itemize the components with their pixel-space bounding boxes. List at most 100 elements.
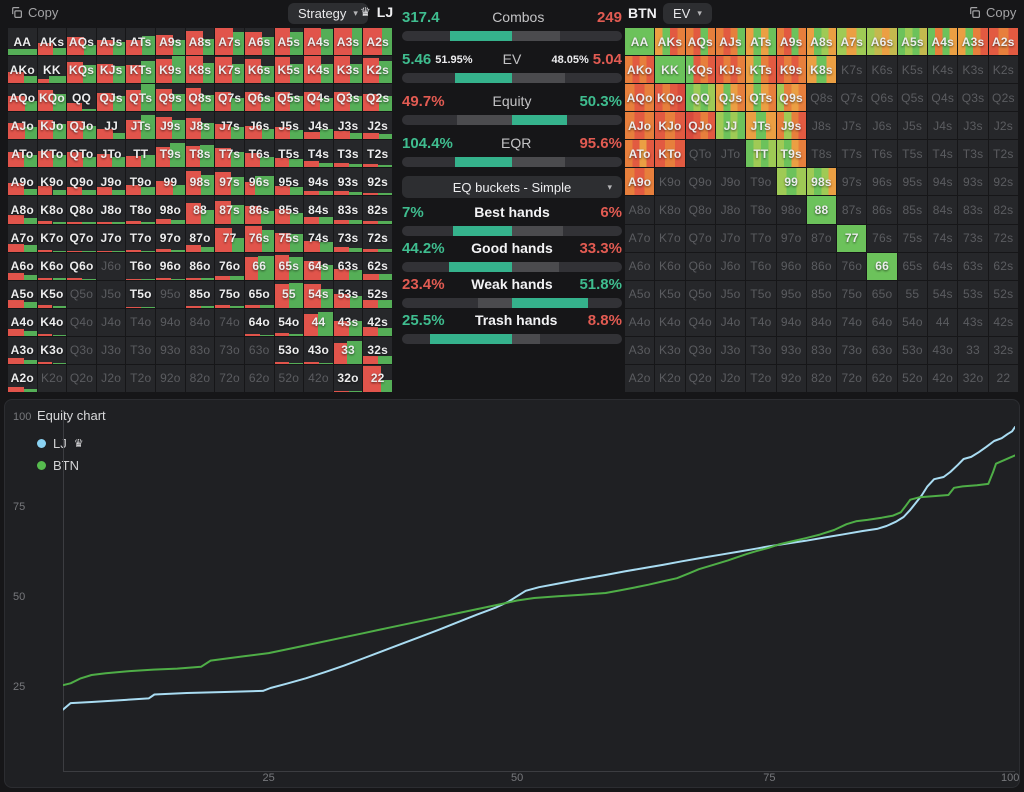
hand-cell-83s[interactable]: 83s bbox=[958, 196, 988, 224]
hand-cell-Q2s[interactable]: Q2s bbox=[363, 84, 392, 112]
hand-cell-K3o[interactable]: K3o bbox=[37, 336, 67, 364]
hand-cell-A7o[interactable]: A7o bbox=[8, 224, 37, 252]
hand-cell-T3o[interactable]: T3o bbox=[746, 336, 776, 364]
hand-cell-32o[interactable]: 32o bbox=[333, 364, 363, 392]
hand-cell-83s[interactable]: 83s bbox=[333, 196, 363, 224]
hand-cell-K8o[interactable]: K8o bbox=[37, 196, 67, 224]
hand-cell-42s[interactable]: 42s bbox=[988, 308, 1018, 336]
hand-cell-A3s[interactable]: A3s bbox=[958, 28, 988, 56]
hand-cell-A4o[interactable]: A4o bbox=[625, 308, 655, 336]
hand-cell-Q5o[interactable]: Q5o bbox=[685, 280, 715, 308]
hand-cell-A9o[interactable]: A9o bbox=[8, 168, 37, 196]
hand-cell-K6o[interactable]: K6o bbox=[655, 252, 685, 280]
hand-cell-A9s[interactable]: A9s bbox=[156, 28, 185, 56]
hand-cell-K9o[interactable]: K9o bbox=[37, 168, 67, 196]
hand-cell-43s[interactable]: 43s bbox=[958, 308, 988, 336]
hand-cell-92s[interactable]: 92s bbox=[363, 168, 392, 196]
copy-range-left-button[interactable]: Copy bbox=[10, 5, 58, 20]
hand-cell-Q9o[interactable]: Q9o bbox=[685, 168, 715, 196]
hand-cell-86o[interactable]: 86o bbox=[185, 252, 215, 280]
hand-cell-Q4o[interactable]: Q4o bbox=[685, 308, 715, 336]
hand-cell-97s[interactable]: 97s bbox=[837, 168, 867, 196]
hand-cell-J9s[interactable]: J9s bbox=[776, 112, 806, 140]
hand-cell-AJo[interactable]: AJo bbox=[8, 112, 37, 140]
hand-cell-K5s[interactable]: K5s bbox=[274, 56, 304, 84]
hand-cell-A3o[interactable]: A3o bbox=[625, 336, 655, 364]
hand-cell-Q6o[interactable]: Q6o bbox=[67, 252, 96, 280]
hand-cell-62o[interactable]: 62o bbox=[867, 364, 897, 392]
hand-cell-K2o[interactable]: K2o bbox=[655, 364, 685, 392]
hand-cell-93o[interactable]: 93o bbox=[776, 336, 806, 364]
hand-cell-42s[interactable]: 42s bbox=[363, 308, 392, 336]
hand-cell-A4s[interactable]: A4s bbox=[304, 28, 333, 56]
hand-cell-TT[interactable]: TT bbox=[746, 140, 776, 168]
hand-cell-T4o[interactable]: T4o bbox=[126, 308, 156, 336]
hand-cell-KK[interactable]: KK bbox=[37, 56, 67, 84]
hand-cell-K9o[interactable]: K9o bbox=[655, 168, 685, 196]
hand-cell-63s[interactable]: 63s bbox=[333, 252, 363, 280]
hand-cell-JTs[interactable]: JTs bbox=[126, 112, 156, 140]
hand-cell-J2o[interactable]: J2o bbox=[96, 364, 126, 392]
hand-cell-ATo[interactable]: ATo bbox=[8, 140, 37, 168]
hand-cell-Q6o[interactable]: Q6o bbox=[685, 252, 715, 280]
hand-cell-JTo[interactable]: JTo bbox=[715, 140, 746, 168]
hand-cell-63s[interactable]: 63s bbox=[958, 252, 988, 280]
hand-cell-A6s[interactable]: A6s bbox=[867, 28, 897, 56]
hand-cell-T4s[interactable]: T4s bbox=[928, 140, 958, 168]
hand-cell-86s[interactable]: 86s bbox=[867, 196, 897, 224]
hand-cell-99[interactable]: 99 bbox=[776, 168, 806, 196]
hand-cell-43o[interactable]: 43o bbox=[304, 336, 333, 364]
hand-cell-T9o[interactable]: T9o bbox=[746, 168, 776, 196]
hand-cell-Q9s[interactable]: Q9s bbox=[156, 84, 185, 112]
hand-cell-K2o[interactable]: K2o bbox=[37, 364, 67, 392]
hand-cell-94o[interactable]: 94o bbox=[156, 308, 185, 336]
hand-cell-AJs[interactable]: AJs bbox=[715, 28, 746, 56]
hand-cell-A9s[interactable]: A9s bbox=[776, 28, 806, 56]
hand-cell-K6s[interactable]: K6s bbox=[867, 56, 897, 84]
hand-cell-K4o[interactable]: K4o bbox=[655, 308, 685, 336]
hand-cell-64s[interactable]: 64s bbox=[304, 252, 333, 280]
hand-cell-T8s[interactable]: T8s bbox=[185, 140, 215, 168]
eq-buckets-dropdown[interactable]: EQ buckets - Simple ▾ bbox=[402, 176, 622, 198]
hand-cell-54o[interactable]: 54o bbox=[274, 308, 304, 336]
hand-cell-T3s[interactable]: T3s bbox=[333, 140, 363, 168]
hand-cell-62o[interactable]: 62o bbox=[244, 364, 274, 392]
hand-cell-K3s[interactable]: K3s bbox=[958, 56, 988, 84]
hand-cell-AQs[interactable]: AQs bbox=[67, 28, 96, 56]
hand-cell-J7s[interactable]: J7s bbox=[215, 112, 244, 140]
hand-cell-K8o[interactable]: K8o bbox=[655, 196, 685, 224]
hand-cell-64s[interactable]: 64s bbox=[928, 252, 958, 280]
hand-cell-55[interactable]: 55 bbox=[274, 280, 304, 308]
hand-cell-95s[interactable]: 95s bbox=[897, 168, 928, 196]
hand-cell-AKs[interactable]: AKs bbox=[37, 28, 67, 56]
hand-cell-T2s[interactable]: T2s bbox=[988, 140, 1018, 168]
hand-cell-J8o[interactable]: J8o bbox=[715, 196, 746, 224]
hand-cell-95o[interactable]: 95o bbox=[776, 280, 806, 308]
hand-cell-53s[interactable]: 53s bbox=[333, 280, 363, 308]
hand-cell-AKo[interactable]: AKo bbox=[625, 56, 655, 84]
hand-cell-73o[interactable]: 73o bbox=[837, 336, 867, 364]
hand-cell-A2s[interactable]: A2s bbox=[363, 28, 392, 56]
hand-cell-53o[interactable]: 53o bbox=[897, 336, 928, 364]
hand-cell-K5o[interactable]: K5o bbox=[37, 280, 67, 308]
hand-cell-J5o[interactable]: J5o bbox=[715, 280, 746, 308]
hand-cell-Q8o[interactable]: Q8o bbox=[685, 196, 715, 224]
hand-cell-A7o[interactable]: A7o bbox=[625, 224, 655, 252]
hand-cell-88[interactable]: 88 bbox=[185, 196, 215, 224]
hand-cell-T6s[interactable]: T6s bbox=[244, 140, 274, 168]
hand-cell-A2s[interactable]: A2s bbox=[988, 28, 1018, 56]
hand-cell-QJs[interactable]: QJs bbox=[715, 84, 746, 112]
hand-cell-93o[interactable]: 93o bbox=[156, 336, 185, 364]
hand-cell-76s[interactable]: 76s bbox=[244, 224, 274, 252]
hand-cell-82o[interactable]: 82o bbox=[806, 364, 837, 392]
hand-cell-82o[interactable]: 82o bbox=[185, 364, 215, 392]
hand-cell-97o[interactable]: 97o bbox=[156, 224, 185, 252]
hand-cell-92s[interactable]: 92s bbox=[988, 168, 1018, 196]
hand-cell-J7o[interactable]: J7o bbox=[715, 224, 746, 252]
hand-cell-96s[interactable]: 96s bbox=[867, 168, 897, 196]
hand-cell-JJ[interactable]: JJ bbox=[715, 112, 746, 140]
hand-cell-K6o[interactable]: K6o bbox=[37, 252, 67, 280]
hand-cell-85o[interactable]: 85o bbox=[806, 280, 837, 308]
hand-cell-T2s[interactable]: T2s bbox=[363, 140, 392, 168]
hand-cell-87o[interactable]: 87o bbox=[806, 224, 837, 252]
